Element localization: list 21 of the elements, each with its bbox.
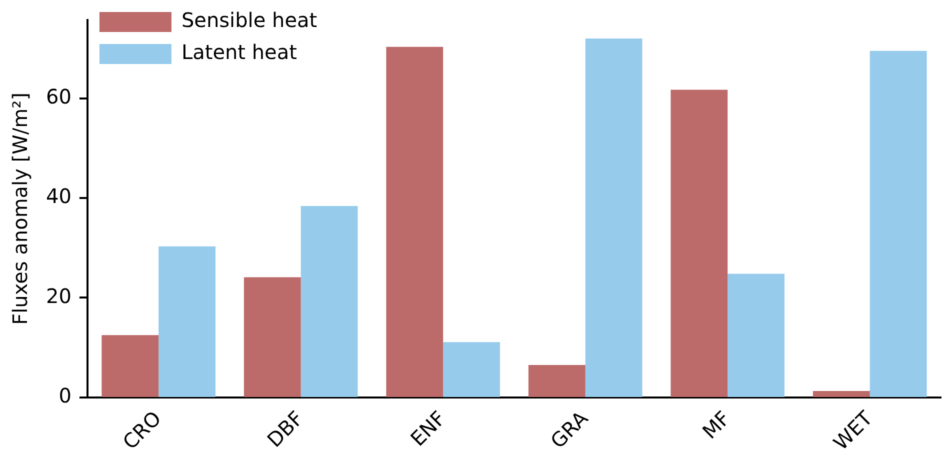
y-tick-label: 60: [46, 84, 72, 108]
bar: [386, 46, 444, 397]
x-tick-label: MF: [698, 406, 735, 444]
y-axis-title: Fluxes anomaly [W/m²]: [8, 92, 32, 325]
bar: [728, 274, 785, 397]
bar: [443, 342, 500, 397]
y-tick-label: 0: [58, 384, 72, 408]
bar: [585, 38, 642, 397]
bar: [870, 50, 927, 397]
bar: [300, 206, 358, 397]
bar: [670, 90, 728, 397]
legend-label: Sensible heat: [181, 8, 318, 32]
bar: [102, 335, 159, 397]
bar: [812, 390, 870, 397]
legend-label: Latent heat: [181, 40, 298, 64]
x-tick-label: GRA: [546, 406, 593, 454]
y-tick-label: 20: [46, 284, 72, 308]
bar: [158, 246, 216, 397]
bar: [244, 277, 301, 397]
y-tick-label: 40: [46, 184, 72, 208]
bar: [528, 365, 586, 397]
